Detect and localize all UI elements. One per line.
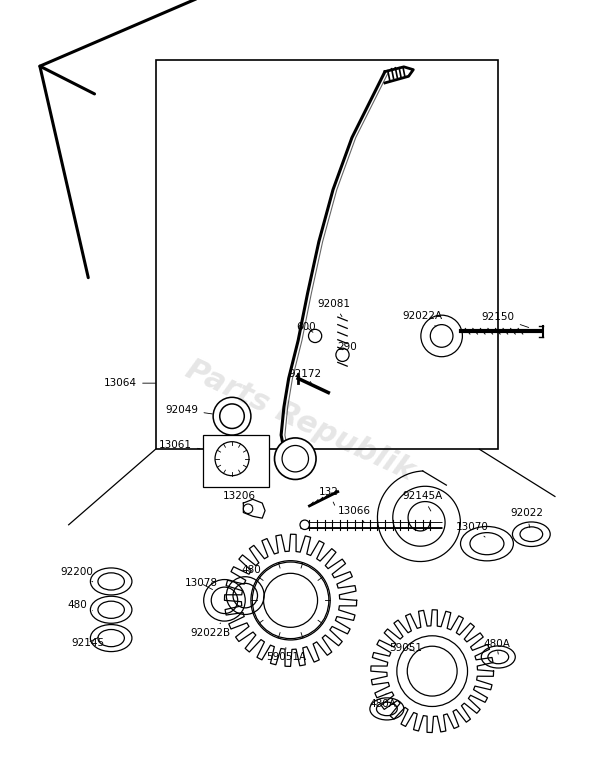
Circle shape: [336, 348, 349, 361]
Text: 13064: 13064: [104, 378, 155, 388]
Circle shape: [275, 438, 316, 480]
Bar: [203, 435, 269, 487]
Text: 92022B: 92022B: [190, 623, 230, 639]
Text: 13061: 13061: [159, 439, 200, 449]
Text: 480A: 480A: [370, 694, 397, 709]
Text: 59051: 59051: [389, 642, 422, 653]
Text: 92150: 92150: [482, 312, 529, 328]
Text: 92200: 92200: [61, 567, 94, 582]
Text: 92022A: 92022A: [403, 311, 443, 326]
Circle shape: [300, 520, 310, 529]
Text: 92049: 92049: [166, 405, 212, 415]
Text: Parts Republik: Parts Republik: [181, 355, 419, 487]
Text: 92145A: 92145A: [403, 491, 443, 511]
Circle shape: [308, 329, 322, 343]
Text: 13066: 13066: [338, 505, 371, 522]
Text: 59051A: 59051A: [266, 648, 306, 662]
Text: 92172: 92172: [288, 369, 321, 383]
Text: 92022: 92022: [510, 508, 543, 528]
Text: 480: 480: [67, 600, 92, 611]
Text: 13070: 13070: [455, 522, 488, 537]
Text: 13206: 13206: [223, 491, 256, 506]
Bar: [155, 60, 498, 450]
Text: 92081: 92081: [317, 299, 350, 317]
Text: 480A: 480A: [483, 639, 510, 654]
Text: 13078: 13078: [184, 578, 217, 590]
Text: 290: 290: [337, 343, 357, 353]
Text: 480: 480: [241, 565, 261, 581]
Text: 132: 132: [319, 487, 338, 505]
Text: 92145: 92145: [71, 638, 104, 648]
Text: 600: 600: [296, 322, 316, 332]
